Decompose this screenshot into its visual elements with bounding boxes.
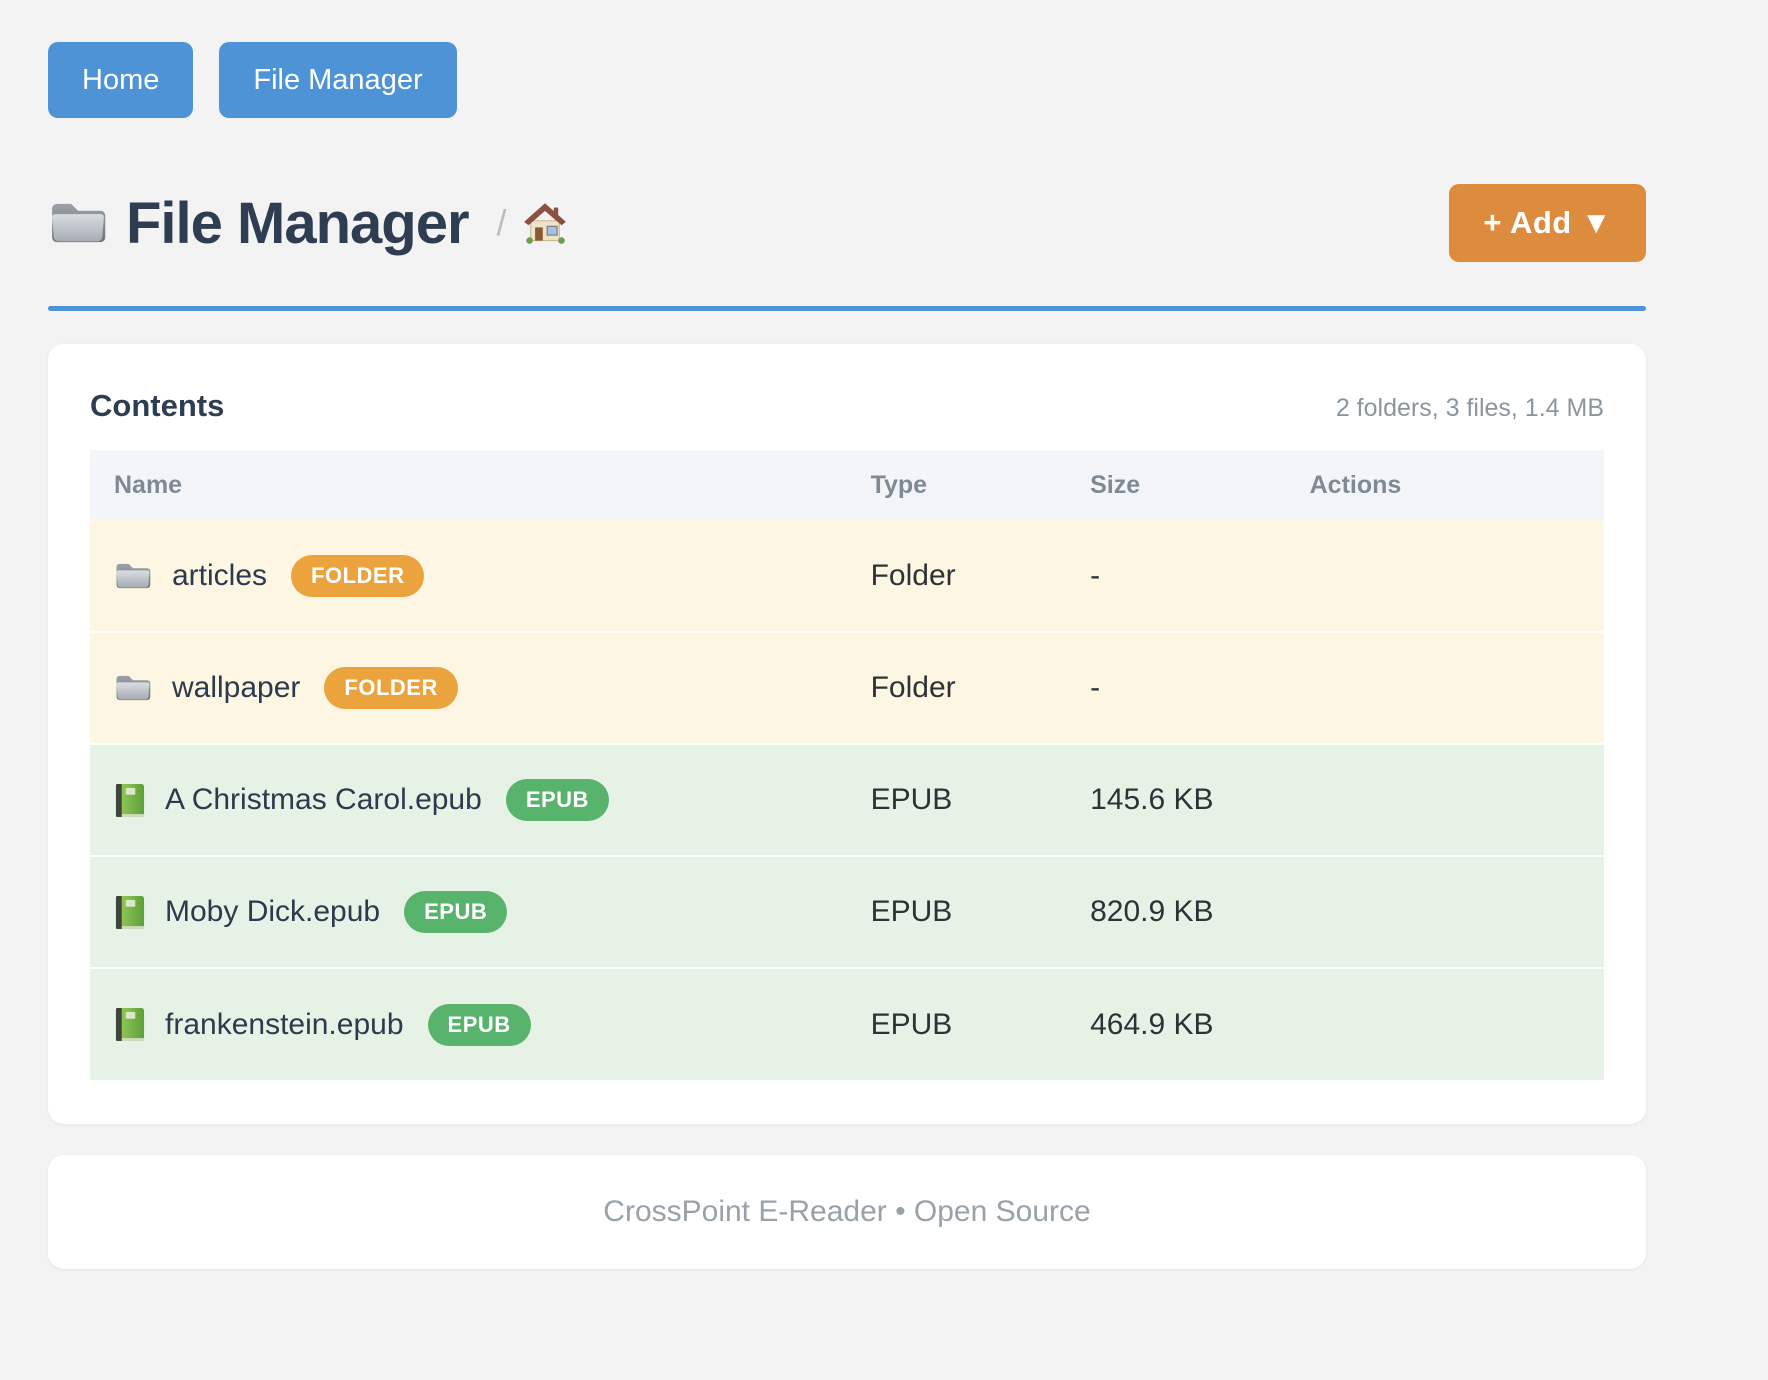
type-badge: EPUB (404, 891, 508, 933)
file-manager-button[interactable]: File Manager (219, 42, 457, 118)
size-cell: - (1074, 520, 1294, 632)
folder-icon (114, 560, 152, 592)
column-header-actions: Actions (1309, 470, 1402, 499)
contents-card: Contents 2 folders, 3 files, 1.4 MB Name… (48, 344, 1646, 1124)
size-cell: 145.6 KB (1074, 743, 1294, 856)
type-badge: EPUB (427, 1003, 531, 1046)
table-row: frankenstein.epub EPUB EPUB 464.9 KB (90, 967, 1604, 1080)
type-badge: FOLDER (291, 554, 425, 597)
breadcrumb-separator: / (496, 202, 507, 243)
page-title-text: File Manager (126, 190, 470, 256)
size-cell: 820.9 KB (1074, 855, 1294, 968)
breadcrumb: / (497, 201, 567, 245)
type-cell: EPUB (854, 855, 1075, 968)
contents-summary: 2 folders, 3 files, 1.4 MB (1335, 394, 1604, 422)
table-row: articles FOLDER Folder - (90, 520, 1604, 632)
page-header: File Manager / + Add ▼ (48, 184, 1646, 262)
book-icon (114, 782, 145, 819)
column-header-size: Size (1090, 470, 1141, 499)
page-title: File Manager (48, 190, 470, 257)
file-name[interactable]: Moby Dick.epub (165, 895, 381, 928)
size-cell: 464.9 KB (1074, 967, 1294, 1080)
delete-button[interactable] (1445, 905, 1453, 928)
file-name[interactable]: frankenstein.epub (165, 1007, 404, 1041)
top-nav: Home File Manager (48, 0, 1646, 118)
folder-icon (48, 198, 108, 248)
type-cell: Folder (854, 520, 1075, 632)
footer: CrossPoint E-Reader • Open Source (48, 1155, 1646, 1269)
type-cell: EPUB (854, 743, 1075, 856)
type-badge: EPUB (505, 779, 609, 821)
file-name[interactable]: A Christmas Carol.epub (165, 783, 482, 816)
file-name[interactable]: articles (172, 558, 268, 592)
contents-heading: Contents (90, 388, 225, 423)
footer-text: CrossPoint E-Reader • Open Source (603, 1195, 1091, 1228)
delete-button[interactable] (1445, 793, 1453, 816)
delete-button[interactable] (1445, 569, 1453, 592)
table-body: articles FOLDER Folder - wallp (90, 520, 1604, 1080)
home-button[interactable]: Home (48, 42, 194, 118)
type-cell: EPUB (854, 967, 1075, 1080)
add-button[interactable]: + Add ▼ (1449, 184, 1646, 262)
table-row: Moby Dick.epub EPUB EPUB 820.9 KB (90, 855, 1604, 968)
file-table: Name Type Size Actions article (90, 450, 1604, 1080)
table-row: A Christmas Carol.epub EPUB EPUB 145.6 K… (90, 743, 1604, 856)
house-icon[interactable] (523, 201, 567, 245)
type-badge: FOLDER (324, 667, 458, 709)
book-icon (114, 894, 145, 931)
book-icon (114, 1006, 145, 1043)
title-divider (48, 306, 1646, 311)
table-header-row: Name Type Size Actions (90, 450, 1604, 520)
delete-button[interactable] (1445, 681, 1453, 704)
type-cell: Folder (854, 631, 1075, 744)
column-header-type: Type (870, 470, 928, 499)
column-header-name: Name (114, 470, 183, 499)
file-name[interactable]: wallpaper (172, 671, 301, 704)
size-cell: - (1074, 631, 1294, 744)
table-row: wallpaper FOLDER Folder - (90, 631, 1604, 744)
delete-button[interactable] (1445, 1018, 1453, 1041)
folder-icon (114, 672, 152, 704)
